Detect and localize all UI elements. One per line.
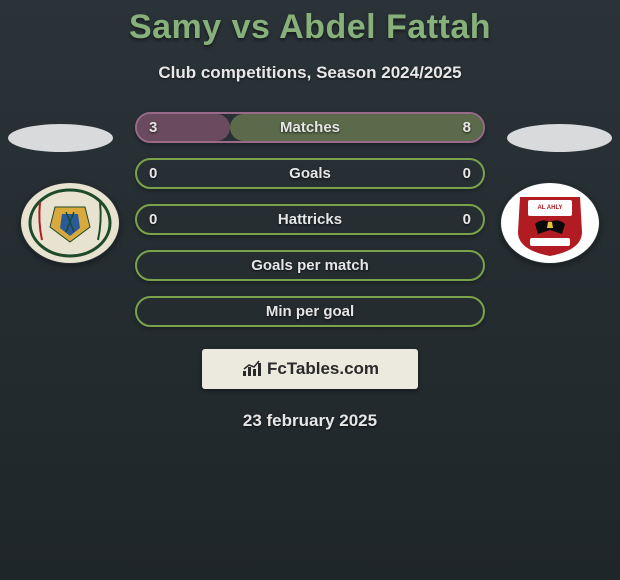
- comparison-container: AL AHLY 3 8 Matches 0 0 Goals 0 0 Hattricks Goals…: [0, 112, 620, 431]
- stat-value-right: 0: [463, 165, 471, 182]
- stat-value-left: 0: [149, 211, 157, 228]
- chart-icon: [241, 360, 263, 378]
- stat-value-left: 3: [149, 119, 157, 136]
- stat-fill-right: [230, 114, 483, 141]
- stat-value-right: 8: [463, 119, 471, 136]
- stats-list: 3 8 Matches 0 0 Goals 0 0 Hattricks Goals per mat…: [135, 112, 485, 327]
- stat-row: Goals per match: [135, 250, 485, 281]
- stat-label: Goals per match: [251, 257, 369, 274]
- page-title: Samy vs Abdel Fattah: [0, 0, 620, 47]
- stat-value-left: 0: [149, 165, 157, 182]
- stat-label: Goals: [289, 165, 331, 182]
- player-oval-left: [8, 124, 113, 152]
- club-crest-right: AL AHLY: [500, 182, 600, 264]
- stat-row: 0 0 Hattricks: [135, 204, 485, 235]
- stat-value-right: 0: [463, 211, 471, 228]
- page-subtitle: Club competitions, Season 2024/2025: [0, 63, 620, 83]
- player-oval-right: [507, 124, 612, 152]
- svg-text:AL AHLY: AL AHLY: [537, 205, 562, 211]
- stat-row: 0 0 Goals: [135, 158, 485, 189]
- stat-label: Matches: [280, 119, 340, 136]
- stat-row: 3 8 Matches: [135, 112, 485, 143]
- brand-text: FcTables.com: [267, 359, 379, 379]
- stat-label: Hattricks: [278, 211, 342, 228]
- stat-row: Min per goal: [135, 296, 485, 327]
- stat-label: Min per goal: [266, 303, 354, 320]
- comparison-date: 23 february 2025: [0, 411, 620, 431]
- brand-badge: FcTables.com: [202, 349, 418, 389]
- club-crest-left: [20, 182, 120, 264]
